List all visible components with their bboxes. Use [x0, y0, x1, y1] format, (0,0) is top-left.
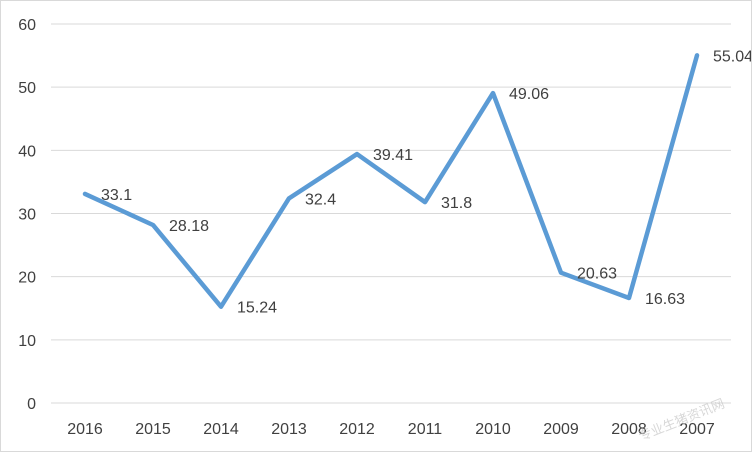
data-label: 31.8 — [441, 195, 472, 212]
x-tick-label: 2014 — [203, 421, 239, 438]
x-tick-label: 2012 — [339, 421, 375, 438]
data-label: 49.06 — [509, 86, 549, 103]
data-labels: 33.1 28.18 15.24 32.4 39.41 31.8 49.06 20.63 16.… — [101, 48, 751, 316]
data-label: 20.63 — [577, 266, 617, 283]
data-label: 32.4 — [305, 191, 336, 208]
y-tick-label: 60 — [18, 17, 36, 34]
data-label: 39.41 — [373, 147, 413, 164]
y-tick-label: 30 — [18, 207, 36, 224]
x-tick-label: 2008 — [611, 421, 647, 438]
x-tick-label: 2009 — [543, 421, 579, 438]
x-tick-label: 2007 — [679, 421, 715, 438]
data-label: 16.63 — [645, 291, 685, 308]
gridlines — [51, 23, 731, 404]
y-tick-label: 40 — [18, 143, 36, 160]
y-tick-label: 10 — [18, 333, 36, 350]
data-label: 33.1 — [101, 187, 132, 204]
y-tick-label: 0 — [27, 396, 36, 413]
data-label: 55.04 — [713, 48, 751, 65]
data-label: 15.24 — [237, 300, 277, 317]
x-tick-label: 2016 — [67, 421, 103, 438]
x-tick-label: 2010 — [475, 421, 511, 438]
y-tick-label: 20 — [18, 270, 36, 287]
x-axis-ticks: 2016 2015 2014 2013 2012 2011 2010 2009 2008 2007 — [67, 421, 715, 438]
x-tick-label: 2013 — [271, 421, 307, 438]
y-tick-label: 50 — [18, 80, 36, 97]
y-axis-ticks: 0 10 20 30 40 50 60 — [18, 17, 36, 413]
data-label: 28.18 — [169, 218, 209, 235]
x-tick-label: 2011 — [408, 421, 443, 438]
x-tick-label: 2015 — [135, 421, 171, 438]
series-line — [82, 53, 700, 309]
